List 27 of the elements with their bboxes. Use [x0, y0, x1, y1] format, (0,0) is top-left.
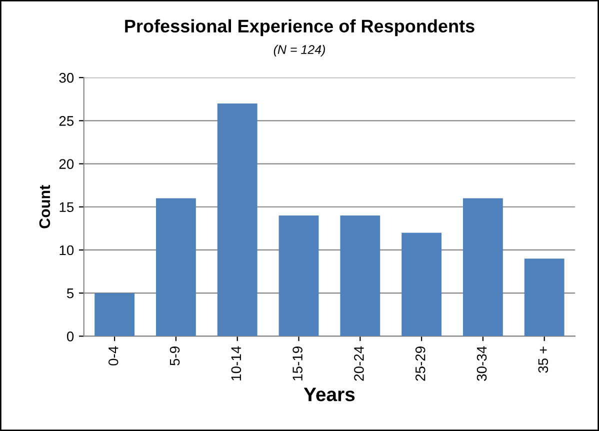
bar — [156, 198, 196, 336]
x-tick-label: 5-9 — [170, 346, 180, 366]
chart-subtitle: (N = 124) — [274, 44, 325, 56]
y-axis-title: Count — [39, 185, 50, 228]
y-tick-label: 25 — [59, 116, 74, 126]
y-tick-label: 20 — [59, 159, 74, 169]
x-tick-label: 15-19 — [292, 346, 302, 380]
bar — [278, 216, 319, 336]
chart-title: Professional Experience of Respondents — [125, 19, 474, 36]
y-tick-label: 10 — [60, 245, 74, 256]
y-tick-label: 15 — [60, 202, 74, 212]
bar — [94, 293, 135, 336]
bar — [524, 258, 564, 336]
bar — [462, 198, 503, 336]
bar — [402, 232, 442, 336]
bar — [217, 103, 258, 336]
y-tick-label: 5 — [66, 288, 74, 298]
x-tick-label: 0-4 — [108, 346, 118, 366]
y-tick-label: 30 — [59, 72, 74, 83]
x-tick-label: 25-29 — [415, 346, 426, 381]
y-tick-label: 0 — [66, 332, 74, 342]
x-tick-label: 35 + — [538, 346, 548, 373]
bar — [340, 216, 380, 336]
x-tick-label: 20-24 — [354, 346, 364, 381]
x-axis-title: Years — [304, 388, 355, 402]
x-tick-label: 30-34 — [476, 346, 487, 381]
x-tick-label: 10-14 — [231, 346, 242, 380]
